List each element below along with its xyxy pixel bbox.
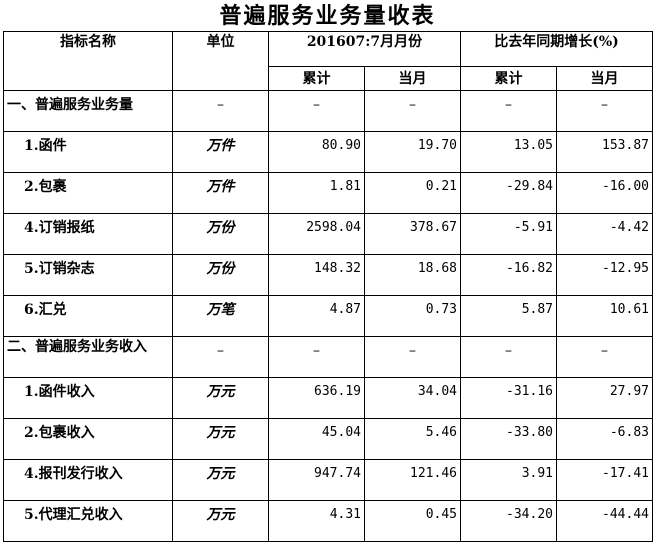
row-unit: 万份 [172, 254, 269, 296]
row-growth-cumulative: -33.80 [460, 418, 557, 460]
row-growth-cumulative: -5.91 [460, 213, 557, 255]
row-unit: 万元 [172, 500, 269, 542]
table-row: 5.订销杂志 万份 148.32 18.68 -16.82 -12.95 [3, 254, 653, 296]
row-cumulative: 80.90 [268, 131, 365, 173]
row-unit: – [172, 90, 269, 132]
row-month: 0.21 [364, 172, 461, 214]
row-unit: 万份 [172, 213, 269, 255]
row-cumulative: 1.81 [268, 172, 365, 214]
row-growth-cumulative: -29.84 [460, 172, 557, 214]
row-month: – [364, 336, 461, 378]
header-growth-month: 当月 [556, 66, 653, 91]
header-unit: 单位 [172, 31, 269, 91]
row-cumulative: 4.31 [268, 500, 365, 542]
row-month: 378.67 [364, 213, 461, 255]
row-name: 二、普遍服务业务收入 [3, 336, 173, 378]
page-title: 普遍服务业务量收表 [219, 3, 436, 29]
row-month: 0.45 [364, 500, 461, 542]
row-unit: – [172, 336, 269, 378]
table-row: 6.汇兑 万笔 4.87 0.73 5.87 10.61 [3, 295, 653, 337]
row-growth-month: -16.00 [556, 172, 653, 214]
table-row: 一、普遍服务业务量 – – – – – [3, 90, 653, 132]
row-name: 4.报刊发行收入 [3, 459, 173, 501]
row-growth-month: -12.95 [556, 254, 653, 296]
row-month: 34.04 [364, 377, 461, 419]
row-cumulative: 636.19 [268, 377, 365, 419]
row-cumulative: 4.87 [268, 295, 365, 337]
row-name: 一、普遍服务业务量 [3, 90, 173, 132]
row-unit: 万件 [172, 172, 269, 214]
row-growth-cumulative: – [460, 90, 557, 132]
row-month: 0.73 [364, 295, 461, 337]
row-month: – [364, 90, 461, 132]
row-growth-cumulative: 13.05 [460, 131, 557, 173]
table-row: 2.包裹 万件 1.81 0.21 -29.84 -16.00 [3, 172, 653, 214]
row-growth-cumulative: -31.16 [460, 377, 557, 419]
row-unit: 万元 [172, 459, 269, 501]
row-month: 18.68 [364, 254, 461, 296]
row-growth-cumulative: -34.20 [460, 500, 557, 542]
row-growth-month: -44.44 [556, 500, 653, 542]
header-growth: 比去年同期增长(%) [460, 31, 653, 67]
row-unit: 万元 [172, 377, 269, 419]
table-row: 二、普遍服务业务收入 – – – – – [3, 336, 653, 378]
header-cumulative: 累计 [268, 66, 365, 91]
row-month: 19.70 [364, 131, 461, 173]
table-row: 1.函件收入 万元 636.19 34.04 -31.16 27.97 [3, 377, 653, 419]
row-cumulative: – [268, 90, 365, 132]
row-growth-month: -17.41 [556, 459, 653, 501]
row-cumulative: 2598.04 [268, 213, 365, 255]
row-cumulative: – [268, 336, 365, 378]
row-name: 2.包裹 [3, 172, 173, 214]
row-growth-month: – [556, 90, 653, 132]
row-growth-cumulative: – [460, 336, 557, 378]
row-growth-month: -6.83 [556, 418, 653, 460]
header-name: 指标名称 [3, 31, 173, 91]
row-growth-month: – [556, 336, 653, 378]
row-cumulative: 45.04 [268, 418, 365, 460]
row-name: 1.函件 [3, 131, 173, 173]
table-row: 4.报刊发行收入 万元 947.74 121.46 3.91 -17.41 [3, 459, 653, 501]
row-growth-month: 27.97 [556, 377, 653, 419]
row-month: 121.46 [364, 459, 461, 501]
row-unit: 万元 [172, 418, 269, 460]
table-row: 1.函件 万件 80.90 19.70 13.05 153.87 [3, 131, 653, 173]
row-name: 1.函件收入 [3, 377, 173, 419]
row-growth-cumulative: -16.82 [460, 254, 557, 296]
row-growth-cumulative: 5.87 [460, 295, 557, 337]
table-row: 2.包裹收入 万元 45.04 5.46 -33.80 -6.83 [3, 418, 653, 460]
row-month: 5.46 [364, 418, 461, 460]
row-growth-month: -4.42 [556, 213, 653, 255]
row-name: 5.订销杂志 [3, 254, 173, 296]
row-growth-cumulative: 3.91 [460, 459, 557, 501]
header-growth-cumulative: 累计 [460, 66, 557, 91]
header-month: 当月 [364, 66, 461, 91]
row-unit: 万笔 [172, 295, 269, 337]
row-name: 5.代理汇兑收入 [3, 500, 173, 542]
row-cumulative: 148.32 [268, 254, 365, 296]
row-cumulative: 947.74 [268, 459, 365, 501]
table-row: 4.订销报纸 万份 2598.04 378.67 -5.91 -4.42 [3, 213, 653, 255]
row-name: 4.订销报纸 [3, 213, 173, 255]
header-period: 201607:7月月份 [268, 31, 461, 67]
row-name: 2.包裹收入 [3, 418, 173, 460]
statistics-table: 指标名称 单位 201607:7月月份 比去年同期增长(%) 累计 当月 累计 … [3, 31, 653, 542]
row-growth-month: 153.87 [556, 131, 653, 173]
row-unit: 万件 [172, 131, 269, 173]
row-name: 6.汇兑 [3, 295, 173, 337]
table-row: 5.代理汇兑收入 万元 4.31 0.45 -34.20 -44.44 [3, 500, 653, 542]
row-growth-month: 10.61 [556, 295, 653, 337]
